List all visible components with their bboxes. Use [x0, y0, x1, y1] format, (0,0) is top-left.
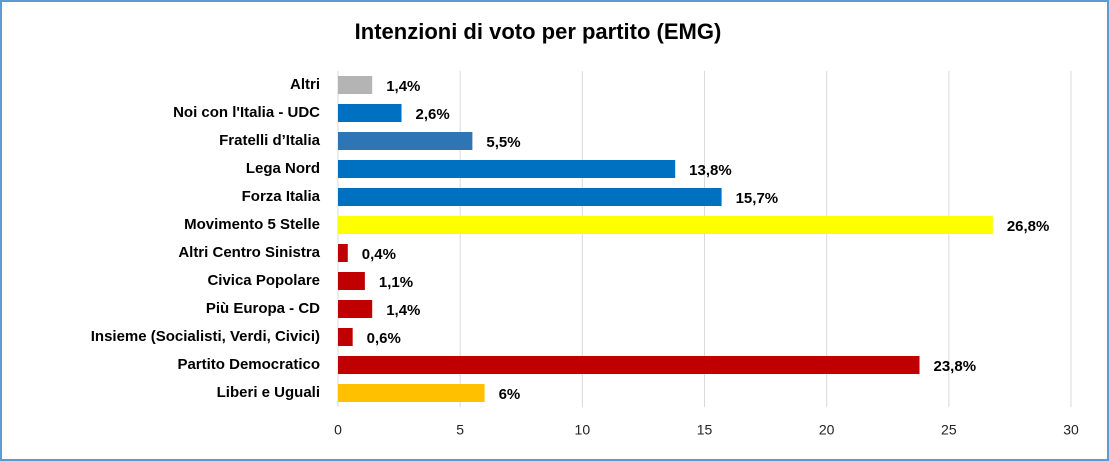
value-label: 1,1%: [379, 274, 413, 291]
value-label: 13,8%: [689, 162, 732, 179]
x-tick-label: 10: [575, 422, 591, 438]
bar: [338, 160, 676, 178]
bar: [338, 300, 373, 318]
y-tick-label: Forza Italia: [242, 188, 321, 205]
bar: [338, 132, 473, 150]
x-tick-label: 15: [697, 422, 713, 438]
y-tick-label: Fratelli d’Italia: [219, 132, 321, 149]
y-tick-label: Partito Democratico: [177, 356, 320, 373]
value-label: 0,6%: [367, 330, 401, 347]
value-label: 2,6%: [416, 106, 450, 123]
bar: [338, 76, 373, 94]
value-label: 1,4%: [386, 78, 420, 95]
value-label: 15,7%: [736, 190, 779, 207]
bar: [338, 328, 353, 346]
bar: [338, 356, 920, 374]
bar: [338, 384, 485, 402]
y-tick-label: Noi con l'Italia - UDC: [173, 104, 320, 121]
y-tick-label: Civica Popolare: [207, 272, 320, 289]
x-tick-label: 20: [819, 422, 835, 438]
x-tick-label: 0: [334, 422, 342, 438]
bar: [338, 188, 722, 206]
x-tick-label: 5: [456, 422, 464, 438]
y-tick-label: Più Europa - CD: [206, 300, 320, 317]
value-label: 1,4%: [386, 302, 420, 319]
value-label: 23,8%: [934, 358, 977, 375]
bar: [338, 216, 993, 234]
bar: [338, 244, 348, 262]
y-tick-label: Insieme (Socialisti, Verdi, Civici): [91, 328, 320, 345]
bar: [338, 104, 402, 122]
value-label: 5,5%: [486, 134, 520, 151]
y-tick-label: Movimento 5 Stelle: [184, 216, 320, 233]
x-tick-label: 30: [1063, 422, 1079, 438]
y-tick-label: Lega Nord: [246, 160, 320, 177]
chart-title: Intenzioni di voto per partito (EMG): [355, 19, 722, 44]
y-tick-label: Altri: [290, 76, 320, 93]
y-tick-label: Liberi e Uguali: [217, 384, 320, 401]
x-tick-label: 25: [941, 422, 957, 438]
y-tick-label: Altri Centro Sinistra: [178, 244, 320, 261]
bar: [338, 272, 365, 290]
value-label: 0,4%: [362, 246, 396, 263]
value-label: 6%: [499, 386, 521, 403]
value-label: 26,8%: [1007, 218, 1050, 235]
